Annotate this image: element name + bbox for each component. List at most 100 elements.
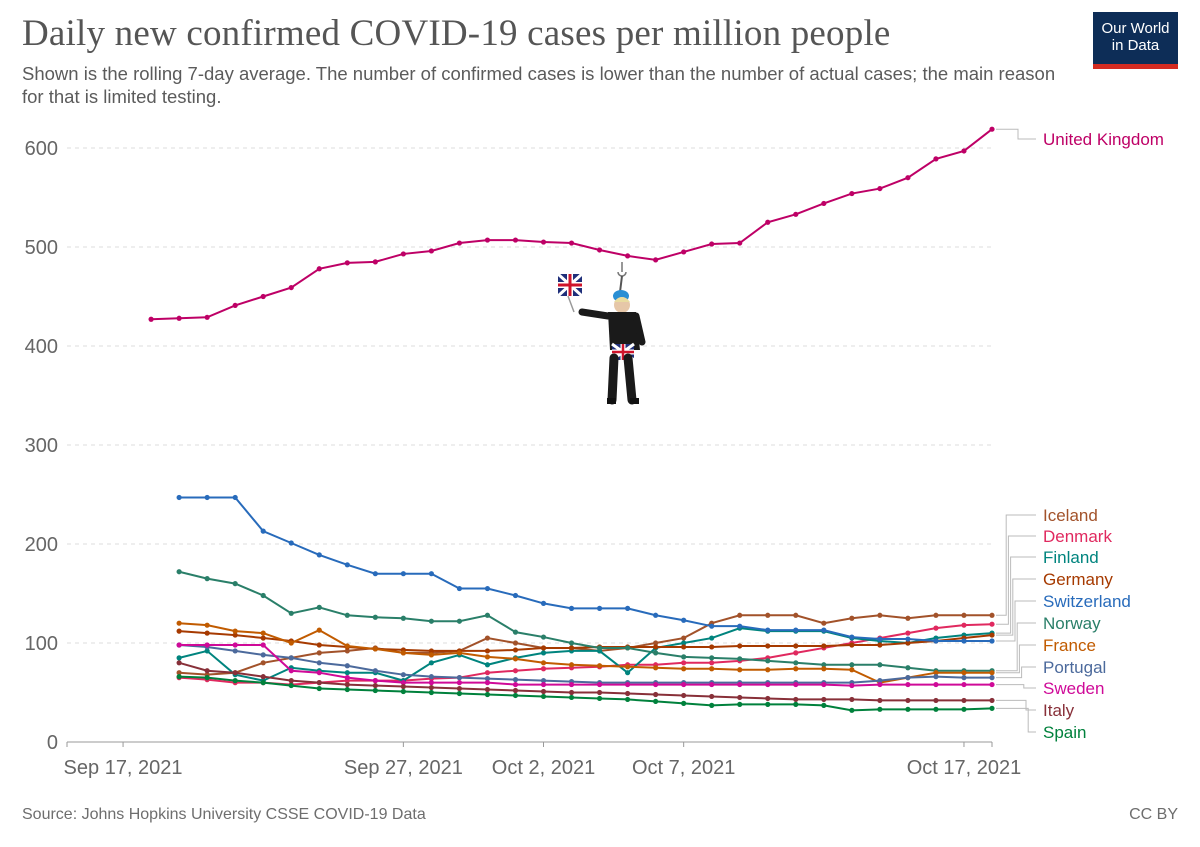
chart-title: Daily new confirmed COVID-19 cases per m… — [22, 13, 891, 54]
data-point-finland — [344, 670, 350, 676]
data-point-switzerland — [512, 592, 519, 599]
data-point-norway — [428, 618, 434, 624]
data-point-france — [316, 627, 322, 633]
data-point-norway — [456, 618, 463, 624]
data-point-sweden — [681, 681, 687, 688]
data-point-italy — [288, 678, 294, 684]
series-italy — [176, 660, 995, 704]
data-point-iceland — [260, 660, 266, 666]
data-point-italy — [933, 697, 939, 704]
data-point-france — [568, 662, 575, 668]
data-point-germany — [849, 642, 855, 648]
data-point-france — [204, 622, 210, 628]
data-point-germany — [709, 644, 715, 650]
data-point-portugal — [372, 668, 378, 674]
legend-connector-finland — [996, 556, 1036, 634]
series-norway — [176, 569, 995, 674]
data-point-spain — [596, 695, 603, 702]
data-point-italy — [596, 689, 603, 696]
data-point-france — [540, 660, 547, 666]
data-point-switzerland — [681, 617, 687, 623]
data-point-switzerland — [877, 636, 883, 642]
data-point-italy — [989, 697, 995, 704]
data-point-france — [989, 670, 995, 676]
data-point-spain — [849, 707, 855, 713]
data-point-spain — [709, 702, 715, 708]
data-point-sweden — [456, 680, 463, 686]
data-point-italy — [372, 682, 378, 689]
data-point-united-kingdom — [849, 190, 855, 197]
data-point-spain — [765, 701, 771, 707]
legend-connector-denmark — [996, 535, 1036, 625]
data-point-sweden — [821, 681, 827, 688]
data-point-italy — [232, 670, 238, 676]
data-point-united-kingdom — [512, 237, 519, 243]
data-point-italy — [568, 689, 575, 696]
data-point-norway — [176, 569, 182, 575]
data-point-united-kingdom — [148, 316, 154, 322]
chart-subtitle: Shown is the rolling 7-day average. The … — [22, 63, 1056, 107]
y-tick-label-400: 400 — [25, 336, 58, 358]
legend-label-united-kingdom: United Kingdom — [1043, 130, 1164, 149]
data-point-finland — [540, 650, 547, 656]
data-point-sweden — [540, 681, 547, 688]
x-axis: Sep 17, 2021 Sep 27, 2021 Oct 2, 2021 Oct 7… — [64, 741, 1021, 779]
data-point-united-kingdom — [568, 240, 575, 246]
data-point-switzerland — [372, 571, 378, 577]
data-point-iceland — [512, 640, 519, 646]
data-point-iceland — [176, 670, 182, 676]
data-point-france — [428, 652, 434, 658]
data-point-united-kingdom — [709, 241, 715, 247]
x-tick-label: Sep 27, 2021 — [344, 757, 463, 779]
data-point-united-kingdom — [372, 259, 378, 265]
y-tick-label-500: 500 — [25, 237, 58, 259]
data-point-switzerland — [653, 612, 659, 618]
data-point-spain — [316, 685, 322, 692]
license-note[interactable]: CC BY — [1129, 806, 1178, 823]
data-point-switzerland — [765, 627, 771, 633]
data-point-france — [176, 620, 182, 626]
data-point-france — [400, 650, 406, 656]
data-point-portugal — [400, 672, 406, 678]
data-point-denmark — [512, 668, 519, 674]
data-point-spain — [344, 686, 350, 693]
data-point-italy — [204, 668, 210, 674]
data-point-switzerland — [793, 627, 799, 633]
data-point-united-kingdom — [793, 211, 799, 217]
data-point-italy — [456, 685, 463, 692]
owid-logo[interactable]: Our World in Data — [1093, 12, 1178, 69]
data-point-portugal — [288, 655, 294, 661]
data-point-united-kingdom — [344, 260, 350, 266]
data-point-switzerland — [961, 638, 967, 644]
data-point-portugal — [456, 675, 463, 681]
data-point-switzerland — [540, 600, 547, 607]
data-point-denmark — [484, 670, 491, 676]
data-point-united-kingdom — [260, 293, 266, 300]
data-point-united-kingdom — [821, 200, 827, 207]
data-point-spain — [737, 701, 743, 707]
data-point-norway — [288, 610, 294, 616]
data-point-sweden — [484, 680, 491, 686]
data-point-sweden — [568, 681, 575, 688]
data-point-finland — [625, 670, 631, 676]
series-united-kingdom — [148, 126, 995, 322]
series-group — [148, 126, 995, 713]
data-point-italy — [653, 691, 659, 698]
legend-connector-france — [996, 644, 1036, 674]
data-point-france — [765, 667, 771, 673]
data-point-denmark — [989, 621, 995, 627]
data-point-france — [737, 667, 743, 673]
y-axis: 0 100 200 300 400 500 600 — [25, 138, 58, 754]
data-point-spain — [232, 678, 238, 684]
data-point-united-kingdom — [653, 257, 659, 263]
data-point-united-kingdom — [681, 249, 687, 255]
logo-red-bar — [1093, 64, 1178, 69]
data-point-norway — [568, 640, 575, 646]
data-point-norway — [765, 658, 771, 664]
series-switzerland — [176, 494, 995, 644]
data-point-italy — [849, 696, 855, 703]
source-note[interactable]: Source: Johns Hopkins University CSSE CO… — [22, 806, 426, 823]
data-point-switzerland — [933, 638, 939, 644]
data-point-sweden — [288, 668, 294, 674]
data-point-spain — [568, 694, 575, 701]
